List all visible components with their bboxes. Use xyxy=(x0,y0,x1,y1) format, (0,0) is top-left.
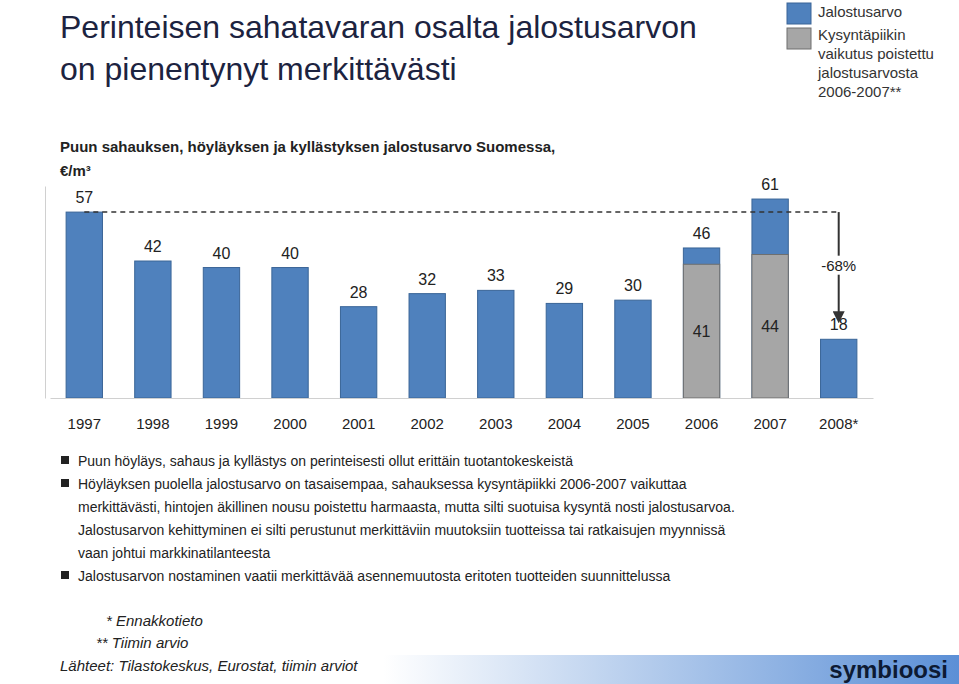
text-line: Kysyntäpiikin xyxy=(818,26,906,43)
bar xyxy=(752,254,788,398)
text-line: Perinteisen sahatavaran osalta jalostusa… xyxy=(60,9,697,45)
x-tick-label: 1998 xyxy=(136,415,169,432)
x-tick-label: 1999 xyxy=(205,415,238,432)
text-line: €/m³ xyxy=(60,162,91,179)
y-axis-line xyxy=(45,187,46,399)
legend-swatch xyxy=(787,28,811,49)
x-tick: 2000 xyxy=(273,398,306,432)
x-tick-label: 2005 xyxy=(616,415,649,432)
data-label: 42 xyxy=(144,238,162,255)
subtitle: Puun sahauksen, höyläyksen ja kyllästyks… xyxy=(60,138,555,179)
data-label: 41 xyxy=(693,323,711,340)
text-line: Jalostusarvo xyxy=(818,3,902,20)
x-tick-label: 2008* xyxy=(819,415,858,432)
x-tick-label: 2006 xyxy=(685,415,718,432)
data-label: 29 xyxy=(555,280,573,297)
data-label: 28 xyxy=(350,284,368,301)
x-tick-label: 2003 xyxy=(479,415,512,432)
bullet-marker xyxy=(61,479,69,487)
bar xyxy=(66,212,102,398)
x-tick: 2004 xyxy=(548,398,581,432)
footnote: * Ennakkotieto xyxy=(106,612,203,629)
title: Perinteisen sahatavaran osalta jalostusa… xyxy=(60,9,697,87)
x-tick: 2003 xyxy=(479,398,512,432)
text-line: Puun sahauksen, höyläyksen ja kyllästyks… xyxy=(60,138,555,155)
text-line: 2006-2007** xyxy=(818,83,902,100)
bar xyxy=(340,307,376,398)
bar xyxy=(821,339,857,398)
bar xyxy=(272,268,308,398)
footnote: ** Tiimin arvio xyxy=(96,634,188,651)
text-line: on pienentynyt merkittävästi xyxy=(60,51,457,87)
data-label: 32 xyxy=(418,271,436,288)
change-annotation: -68% xyxy=(84,212,859,317)
bar xyxy=(752,199,788,398)
x-tick-label: 2001 xyxy=(342,415,375,432)
data-label: 30 xyxy=(624,277,642,294)
plot-area xyxy=(66,199,857,398)
x-tick: 2002 xyxy=(411,398,444,432)
x-tick-label: 2000 xyxy=(273,415,306,432)
bar xyxy=(203,268,239,398)
bullet-text: merkittävästi, hintojen äkillinen nousu … xyxy=(78,499,735,515)
annotation: -68% xyxy=(821,257,856,274)
legend: Jalostusarvo Kysyntäpiikin vaikutus poiste… xyxy=(787,3,934,100)
data-labels: 57 42 40 40 28 32 33 29 30 46 61 18 41 44 xyxy=(75,176,847,340)
legend-swatch xyxy=(787,3,811,24)
bullet-text: vaan johtui markkinatilanteesta xyxy=(78,545,270,561)
bar xyxy=(135,261,171,398)
x-tick: 1999 xyxy=(205,398,238,432)
reference-line xyxy=(84,211,838,213)
bullet-marker xyxy=(61,571,69,579)
data-label: 33 xyxy=(487,267,505,284)
bullet-text: Jalostusarvon nostaminen vaatii merkittä… xyxy=(78,568,670,584)
slide: Perinteisen sahatavaran osalta jalostusa… xyxy=(0,0,959,684)
bar xyxy=(478,290,514,398)
data-label: 18 xyxy=(830,316,848,333)
data-label: 57 xyxy=(75,189,93,206)
x-axis: 1997 1998 1999 2000 2001 2002 2003 2004 2005 2006… xyxy=(51,398,874,432)
bar xyxy=(409,294,445,398)
bullet-text: Jalostusarvon kehittyminen ei silti peru… xyxy=(78,522,726,538)
text-line: jalostusarvosta xyxy=(817,64,919,81)
text-line: vaikutus poistettu xyxy=(818,45,934,62)
bar xyxy=(546,303,582,398)
bar xyxy=(615,300,651,398)
x-tick-label: 2002 xyxy=(411,415,444,432)
data-label: 40 xyxy=(213,245,231,262)
x-tick: 2005 xyxy=(616,398,649,432)
x-tick-label: 1997 xyxy=(68,415,101,432)
x-axis-line xyxy=(51,398,874,399)
bullet-text: Puun höyläys, sahaus ja kyllästys on per… xyxy=(78,453,573,469)
y-axis xyxy=(45,187,46,399)
bar xyxy=(683,264,719,398)
source: Lähteet: Tilastokeskus, Eurostat, tiimin… xyxy=(60,657,358,674)
x-tick: 2006 xyxy=(685,398,718,432)
logo: symbioosi xyxy=(829,656,948,683)
bullet-text: Höyläyksen puolella jalostusarvo on tasa… xyxy=(78,476,687,492)
data-label: 46 xyxy=(693,225,711,242)
x-tick: 1997 xyxy=(68,398,101,432)
data-label: 40 xyxy=(281,245,299,262)
legend-label: Jalostusarvo xyxy=(818,3,902,20)
x-tick-label: 2007 xyxy=(753,415,786,432)
x-tick: 1998 xyxy=(136,398,169,432)
x-tick: 2008* xyxy=(819,398,858,432)
x-tick: 2007 xyxy=(753,398,786,432)
x-tick: 2001 xyxy=(342,398,375,432)
bullets: Puun höyläys, sahaus ja kyllästys on per… xyxy=(61,453,735,584)
footer-band xyxy=(0,655,959,684)
data-label: 61 xyxy=(761,176,779,193)
annotation-background xyxy=(818,256,859,275)
data-label: 44 xyxy=(761,318,779,335)
bullet-marker xyxy=(61,456,69,464)
bar xyxy=(683,248,719,398)
legend-label: Kysyntäpiikin vaikutus poistettu jalostusa… xyxy=(817,26,934,100)
x-tick-label: 2004 xyxy=(548,415,581,432)
